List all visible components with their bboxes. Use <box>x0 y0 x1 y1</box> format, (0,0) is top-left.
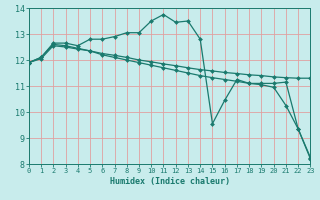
X-axis label: Humidex (Indice chaleur): Humidex (Indice chaleur) <box>109 177 229 186</box>
